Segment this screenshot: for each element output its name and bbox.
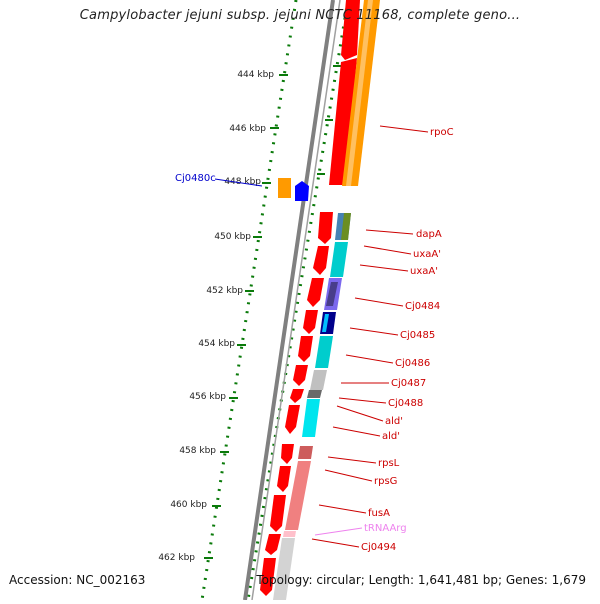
leader-rpoC (379, 125, 429, 133)
gene-label-ald-1[interactable]: ald' (385, 416, 403, 427)
cds-next[interactable] (260, 558, 276, 596)
leader-Cj0480c (214, 178, 263, 187)
gene-label-rpsL[interactable]: rpsL (378, 458, 400, 469)
cds-rpoC-2[interactable] (329, 58, 357, 185)
gene-label-Cj0487[interactable]: Cj0487 (391, 378, 426, 389)
backbone-outer (243, 0, 335, 601)
gene-label-tRNAArg[interactable]: tRNAArg (364, 523, 407, 534)
gene-uxaA[interactable] (330, 242, 348, 277)
gene-track (273, 213, 351, 600)
accession-text: Accession: NC_002163 (9, 573, 146, 587)
cds-rpsG[interactable] (277, 466, 291, 492)
ruler-label: 448 kbp (224, 177, 261, 187)
leader-Cj0486 (345, 354, 394, 364)
ruler-label: 444 kbp (237, 70, 274, 80)
leader-Cj0484 (354, 297, 404, 307)
cds-rpsL[interactable] (281, 444, 294, 464)
leader-uxaA-1 (363, 245, 412, 255)
gene-labels: rpoC dapA uxaA' uxaA' Cj0484 Cj0485 Cj04… (361, 127, 454, 553)
gene-label-Cj0488[interactable]: Cj0488 (388, 398, 423, 409)
gene-tRNAArg[interactable] (283, 531, 296, 537)
topology-text: Topology: circular; Length: 1,641,481 bp… (256, 573, 586, 587)
leader-ald-1 (336, 405, 384, 422)
gene-dapA-2[interactable] (341, 213, 351, 240)
cds-block-group (260, 212, 333, 596)
gene-label-fusA[interactable]: fusA (368, 508, 390, 519)
ruler-label: 446 kbp (229, 124, 266, 134)
cds-Cj0488[interactable] (290, 389, 304, 403)
cds-ald[interactable] (285, 405, 300, 434)
leader-dapA (365, 229, 414, 235)
cds-Cj0494[interactable] (265, 534, 281, 555)
ruler-label: 450 kbp (214, 232, 251, 242)
gene-label-Cj0485[interactable]: Cj0485 (400, 330, 435, 341)
gene-label-uxaA-2[interactable]: uxaA' (410, 266, 438, 277)
gene-label-Cj0480c[interactable]: Cj0480c (175, 173, 216, 184)
leader-Cj0488 (338, 397, 387, 404)
gene-label-Cj0486[interactable]: Cj0486 (395, 358, 430, 369)
gene-Cj0494[interactable] (273, 538, 295, 600)
gene-Cj0480c[interactable] (278, 178, 291, 198)
cds-Cj0480c[interactable] (295, 181, 309, 201)
ruler-label: 452 kbp (206, 286, 243, 296)
map-title: Campylobacter jejuni subsp. jejuni NCTC … (79, 8, 521, 23)
leader-Cj0494 (311, 538, 360, 548)
gene-label-leaders (311, 125, 429, 548)
gene-Cj0484-2[interactable] (326, 282, 338, 306)
leader-rpsG (324, 469, 373, 482)
leader-fusA (318, 504, 367, 514)
leader-ald-2 (332, 426, 381, 437)
leader-tRNAArg (314, 527, 363, 536)
gene-rpoC-2[interactable] (346, 0, 373, 186)
cds-fusA[interactable] (270, 495, 286, 532)
cds-Cj0487[interactable] (293, 365, 308, 386)
cds-Cj0485[interactable] (303, 310, 318, 334)
gene-Cj0488[interactable] (307, 390, 322, 398)
gene-rpsL[interactable] (298, 446, 313, 459)
cds-Cj0484[interactable] (307, 278, 324, 307)
gene-label-Cj0494[interactable]: Cj0494 (361, 542, 396, 553)
gene-label-dapA[interactable]: dapA (416, 229, 442, 240)
leader-rpsL (327, 456, 377, 464)
ruler-label: 462 kbp (158, 553, 195, 563)
cds-uxaA[interactable] (313, 246, 329, 275)
gene-Cj0487[interactable] (310, 370, 327, 390)
gene-Cj0486[interactable] (315, 336, 333, 368)
gene-ald[interactable] (302, 399, 320, 437)
cds-Cj0486[interactable] (298, 336, 313, 362)
backbone-inner (251, 0, 341, 601)
ruler-label: 456 kbp (189, 392, 226, 402)
gene-label-Cj0484[interactable]: Cj0484 (405, 301, 440, 312)
ruler-label: 454 kbp (198, 339, 235, 349)
leader-uxaA-2 (359, 264, 409, 272)
ruler-label: 458 kbp (179, 446, 216, 456)
ruler-label: 460 kbp (170, 500, 207, 510)
gene-label-ald-2[interactable]: ald' (382, 431, 400, 442)
cds-dapA[interactable] (318, 212, 333, 244)
gene-label-uxaA-1[interactable]: uxaA' (413, 249, 441, 260)
leader-Cj0485 (349, 327, 399, 336)
gene-label-rpoC[interactable]: rpoC (430, 127, 454, 138)
gene-label-rpsG[interactable]: rpsG (374, 476, 397, 487)
cds-rpoC[interactable] (341, 0, 360, 60)
ruler: 444 kbp 446 kbp 448 kbp 450 kbp 452 kbp … (158, 65, 341, 563)
gene-Cj0485-2[interactable] (322, 314, 329, 332)
gene-rpsG-fusA[interactable] (285, 461, 311, 530)
